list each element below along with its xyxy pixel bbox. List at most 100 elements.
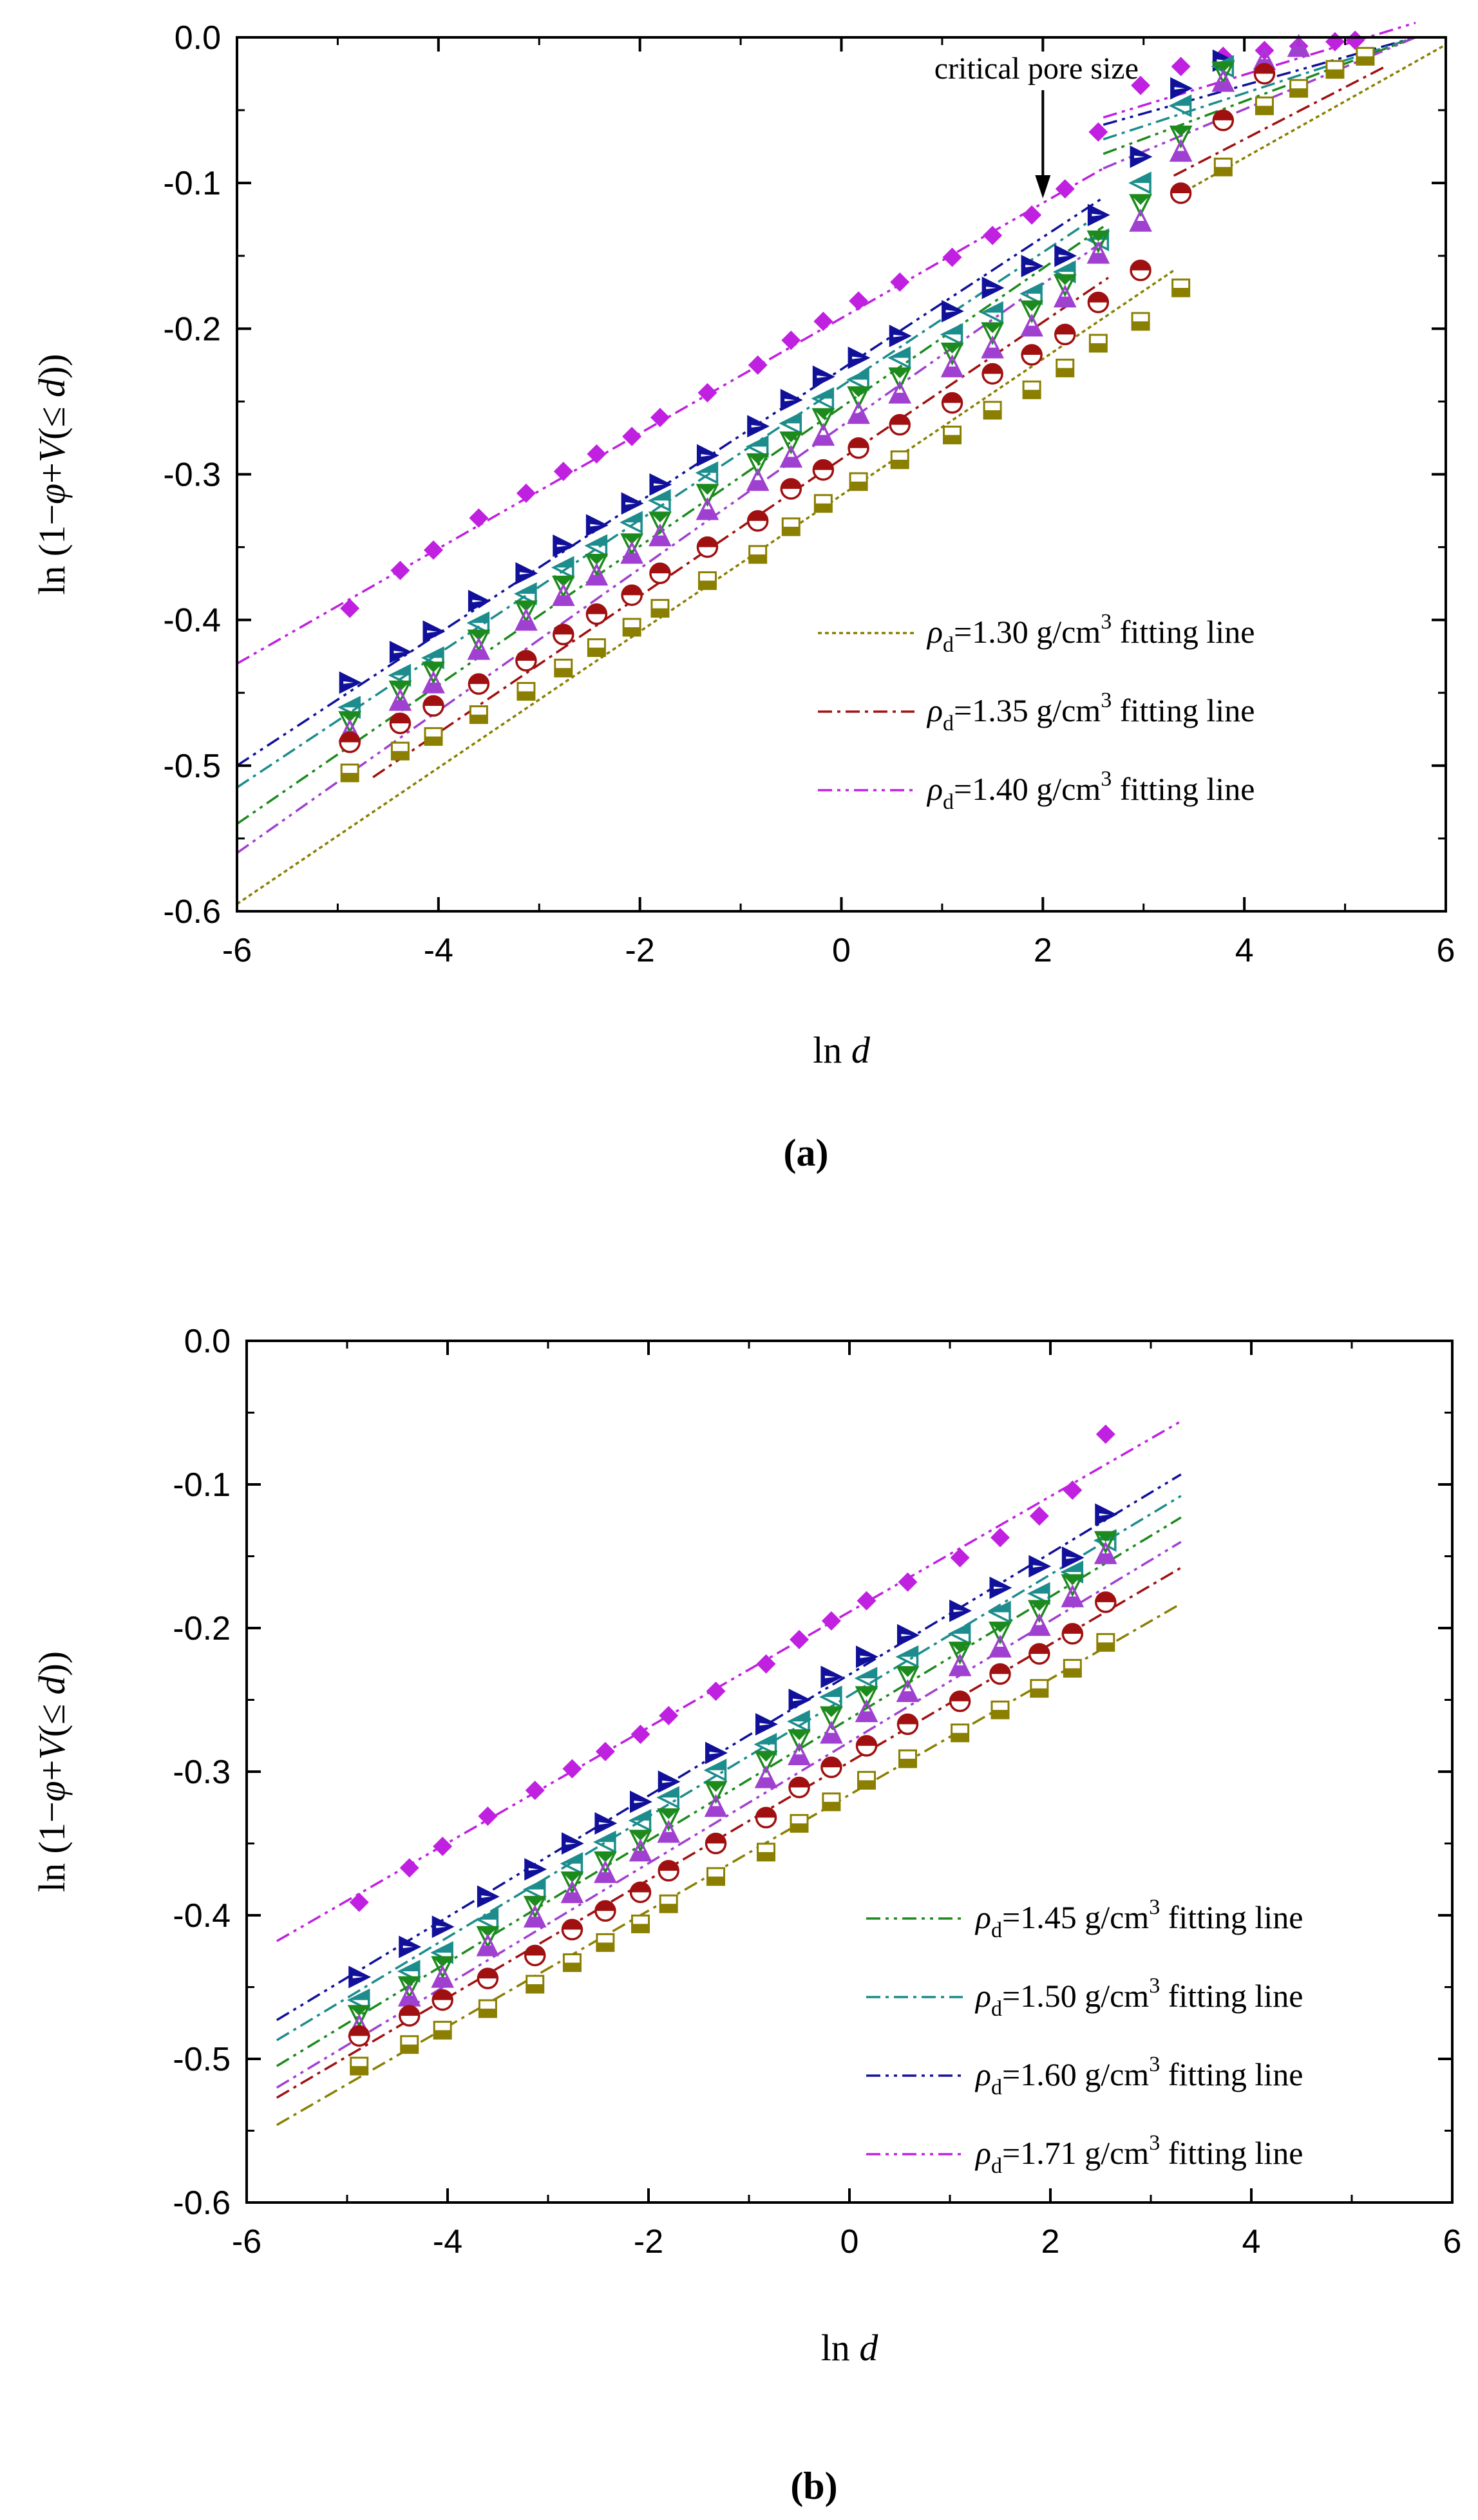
data-point-squarehalf-fill [822, 1801, 840, 1810]
data-point-tridown [649, 511, 672, 535]
data-point-tridown-fill [942, 343, 962, 354]
data-point-triright-hollow [1174, 87, 1185, 90]
data-point-trileft-fill [756, 1734, 776, 1745]
data-point-tridown [422, 661, 445, 685]
data-point-circlehalf-fill [990, 1664, 1010, 1674]
data-point-circlehalf-fill [424, 696, 444, 706]
data-point-diamond-shape [790, 1629, 809, 1649]
data-point-triright-outline [553, 534, 576, 557]
data-point-triright-hollow [481, 1895, 492, 1899]
legend-tail: fitting line [1160, 2056, 1303, 2092]
fit-line [276, 1495, 1182, 2042]
data-point-trileft [887, 346, 911, 370]
data-point-circlehalf [788, 1776, 810, 1799]
data-point-triright-hollow [824, 1675, 835, 1678]
data-point-diamond [399, 1858, 419, 1878]
panel-a-y-axis-label: ln (1−φ+V(≤ d)) [31, 354, 73, 594]
data-point-diamond [890, 272, 910, 292]
data-point-diamond [990, 1528, 1010, 1548]
data-point-triup-fill [857, 1711, 876, 1721]
data-point-trileft [584, 534, 608, 558]
data-point-diamond-shape [857, 1591, 876, 1611]
data-point-triright-outline [812, 365, 835, 388]
data-point-diamond-shape [898, 1572, 918, 1592]
data-point-tridown [696, 484, 719, 507]
data-point-trileft [947, 1622, 971, 1645]
data-point-trileft-fill [587, 536, 607, 546]
data-point-triright-hollow [901, 1634, 912, 1637]
data-point-circlehalf-fill [650, 564, 670, 574]
data-point-diamond [706, 1682, 726, 1701]
data-point-triright [755, 1712, 778, 1736]
data-point-triright-hollow [662, 1780, 673, 1783]
data-point-triright-hollow [945, 310, 956, 313]
legend-superscript: 3 [1149, 2131, 1160, 2155]
data-point-tridown [1020, 300, 1043, 324]
data-point-triup [629, 1838, 652, 1862]
data-point-diamond-shape [1022, 205, 1042, 225]
data-point-tridown [847, 386, 870, 410]
legend-superscript: 3 [1101, 767, 1112, 791]
data-point-tridown [1061, 1574, 1085, 1598]
data-point-triup [1169, 138, 1193, 162]
data-point-tridown-fill [849, 387, 869, 397]
data-point-diamond-shape [650, 408, 670, 428]
data-point-tridown [560, 1871, 584, 1895]
data-point-tridown [1094, 1531, 1117, 1555]
data-point-squarehalf-fill [1090, 343, 1107, 352]
data-point-triright-outline [1061, 1546, 1085, 1569]
data-point-triup-fill [1063, 1596, 1083, 1606]
data-point-tridown [515, 600, 538, 624]
y-tick-label: -0.6 [173, 2184, 231, 2222]
data-point-circlehalf-fill [349, 2026, 369, 2036]
data-point-trileft [466, 611, 490, 635]
data-point-tridown [820, 1706, 843, 1730]
legend-tail: fitting line [1160, 1899, 1303, 1935]
data-point-diamond-shape [525, 1780, 545, 1800]
data-point-tridown-fill [990, 1622, 1010, 1633]
data-point-circlehalf [594, 1900, 616, 1922]
data-point-diamond [1325, 32, 1345, 52]
data-point-tridown [1028, 1600, 1051, 1624]
data-point-triright-outline [649, 473, 672, 496]
data-point-diamond-shape [433, 1836, 453, 1856]
legend-value: =1.30 g/cm [954, 614, 1101, 650]
data-point-diamond-shape [849, 291, 869, 311]
data-point-squarehalf [1063, 1658, 1082, 1678]
legend-rho: ρ [926, 614, 943, 650]
legend-superscript: 3 [1101, 610, 1112, 634]
data-point-triright [621, 492, 644, 515]
data-point-circlehalf-fill [821, 1757, 841, 1768]
data-point-squarehalf-fill [1256, 106, 1273, 115]
data-point-trileft [560, 1852, 583, 1875]
data-point-triright-outline [422, 620, 446, 643]
data-point-circlehalf [755, 1806, 777, 1829]
data-point-triright-hollow [653, 483, 664, 486]
data-point-triright [389, 640, 412, 663]
data-point-diamond-shape [553, 461, 573, 481]
y-tick-label: -0.2 [173, 1610, 231, 1647]
data-point-triup [1129, 209, 1152, 232]
data-point-circlehalf-fill [1255, 64, 1274, 74]
data-point-trileft-fill [516, 583, 536, 594]
data-point-triright [339, 671, 362, 694]
data-point-squarehalf [990, 1700, 1010, 1719]
data-point-trileft [703, 1758, 727, 1782]
data-point-circlehalf [553, 623, 574, 646]
data-point-squarehalf [748, 545, 768, 564]
data-point-tridown [704, 1781, 728, 1805]
data-point-tridown-fill [433, 1957, 453, 1967]
data-point-tridown-fill [587, 554, 607, 565]
data-point-triup-fill [890, 392, 910, 403]
data-point-triright-outline [1130, 146, 1153, 168]
data-point-tridown [551, 575, 575, 599]
data-point-diamond-shape [821, 1611, 841, 1631]
data-point-circlehalf-fill [630, 1882, 650, 1893]
data-point-triup [1211, 68, 1235, 92]
data-point-tridown-fill [399, 1977, 419, 1987]
data-point-triup [422, 670, 445, 694]
data-point-diamond [595, 1741, 615, 1761]
data-point-tridown [1129, 194, 1152, 218]
data-point-triup [779, 444, 803, 468]
